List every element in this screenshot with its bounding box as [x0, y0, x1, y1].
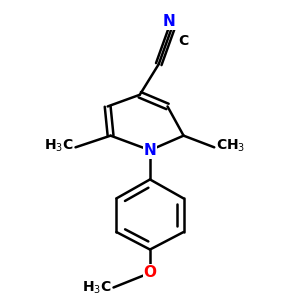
Text: N: N — [163, 14, 176, 29]
Text: O: O — [143, 266, 157, 280]
Text: H$_3$C: H$_3$C — [44, 138, 74, 154]
Text: N: N — [144, 143, 156, 158]
Text: C: C — [178, 34, 189, 48]
Text: H$_3$C: H$_3$C — [82, 279, 112, 296]
Text: CH$_3$: CH$_3$ — [216, 138, 245, 154]
